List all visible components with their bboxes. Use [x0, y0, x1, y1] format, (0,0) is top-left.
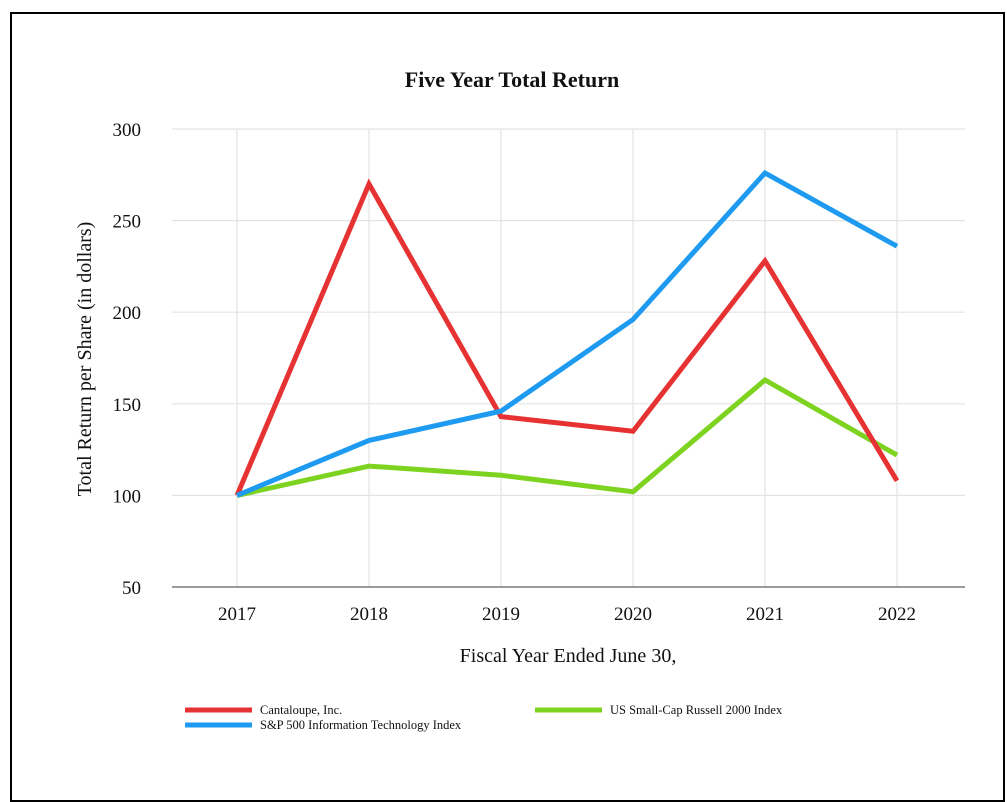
x-tick-label: 2019	[482, 604, 520, 625]
chart-title: Five Year Total Return	[405, 67, 620, 92]
series-line-0	[234, 178, 900, 497]
y-tick-label: 100	[113, 486, 142, 507]
legend: Cantaloupe, Inc. US Small-Cap Russell 200…	[185, 703, 783, 732]
x-tick-label: 2022	[878, 604, 916, 625]
y-tick-label: 300	[113, 120, 142, 141]
y-tick-label: 150	[113, 395, 142, 416]
y-tick-label: 200	[113, 303, 142, 324]
x-tick-label: 2021	[746, 604, 784, 625]
legend-label: Cantaloupe, Inc.	[260, 703, 342, 717]
x-tick-label: 2020	[614, 604, 652, 625]
y-tick-label: 50	[122, 578, 141, 599]
y-tick-label: 250	[113, 212, 142, 233]
gridlines	[172, 128, 965, 587]
legend-label: US Small-Cap Russell 2000 Index	[610, 703, 783, 717]
y-tick-labels: 50 100 150 200 250 300	[113, 120, 142, 599]
series-lines	[234, 169, 900, 498]
x-tick-label: 2017	[218, 604, 256, 625]
x-tick-label: 2018	[350, 604, 388, 625]
x-tick-labels: 2017 2018 2019 2020 2021 2022	[218, 604, 916, 625]
y-axis-title: Total Return per Share (in dollars)	[74, 222, 96, 497]
series-line-1	[236, 376, 899, 498]
legend-label: S&P 500 Information Technology Index	[260, 718, 462, 732]
series-line-2	[236, 169, 899, 498]
x-axis-title: Fiscal Year Ended June 30,	[460, 645, 677, 667]
